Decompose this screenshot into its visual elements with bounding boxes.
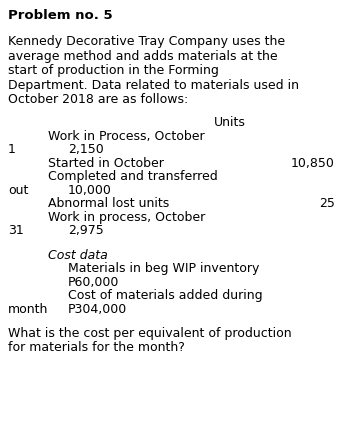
Text: 1: 1: [8, 143, 16, 156]
Text: P304,000: P304,000: [68, 302, 127, 315]
Text: 25: 25: [319, 197, 335, 210]
Text: Problem no. 5: Problem no. 5: [8, 9, 112, 22]
Text: Materials in beg WIP inventory: Materials in beg WIP inventory: [68, 261, 259, 275]
Text: Cost data: Cost data: [48, 248, 108, 261]
Text: for materials for the month?: for materials for the month?: [8, 341, 185, 353]
Text: 2,150: 2,150: [68, 143, 104, 156]
Text: 2,975: 2,975: [68, 224, 104, 237]
Text: Completed and transferred: Completed and transferred: [48, 170, 218, 183]
Text: P60,000: P60,000: [68, 275, 119, 288]
Text: Cost of materials added during: Cost of materials added during: [68, 289, 263, 301]
Text: Abnormal lost units: Abnormal lost units: [48, 197, 169, 210]
Text: average method and adds materials at the: average method and adds materials at the: [8, 49, 278, 63]
Text: Started in October: Started in October: [48, 156, 164, 170]
Text: What is the cost per equivalent of production: What is the cost per equivalent of produ…: [8, 326, 292, 339]
Text: Department. Data related to materials used in: Department. Data related to materials us…: [8, 78, 299, 92]
Text: October 2018 are as follows:: October 2018 are as follows:: [8, 93, 188, 106]
Text: 31: 31: [8, 224, 24, 237]
Text: month: month: [8, 302, 48, 315]
Text: Work in process, October: Work in process, October: [48, 210, 205, 223]
Text: 10,000: 10,000: [68, 184, 112, 196]
Text: start of production in the Forming: start of production in the Forming: [8, 64, 219, 77]
Text: 10,850: 10,850: [291, 156, 335, 170]
Text: Units: Units: [214, 116, 246, 129]
Text: Work in Process, October: Work in Process, October: [48, 130, 205, 142]
Text: out: out: [8, 184, 28, 196]
Text: Kennedy Decorative Tray Company uses the: Kennedy Decorative Tray Company uses the: [8, 35, 285, 48]
